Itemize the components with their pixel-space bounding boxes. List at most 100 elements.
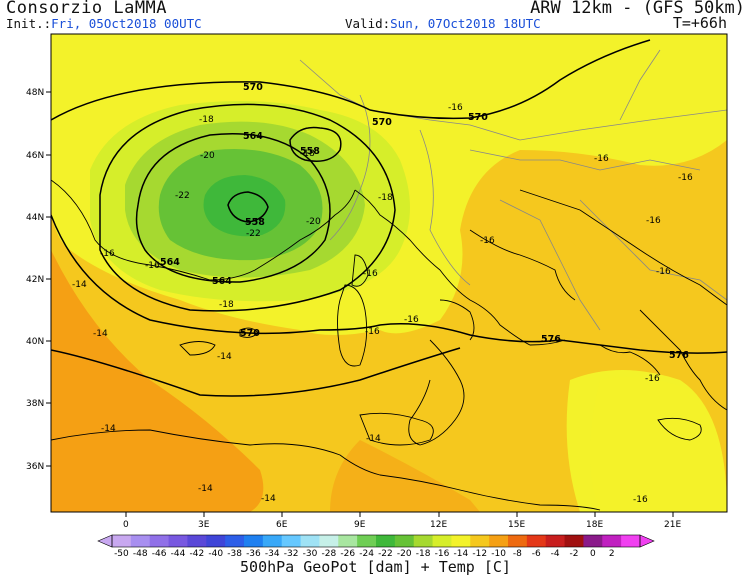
colorbar-tick-label: 0 xyxy=(590,549,596,559)
temp-label: -18 xyxy=(219,300,234,310)
contour-label: 576 xyxy=(669,350,689,361)
init-value: Fri, 05Oct2018 00UTC xyxy=(51,16,202,31)
map-frame xyxy=(50,33,728,513)
contour-label: 564 xyxy=(160,257,180,268)
contour-570-ring xyxy=(99,103,396,312)
contour-576-arc xyxy=(51,347,461,397)
temp-label: -18 xyxy=(378,193,393,203)
init-label: Init.: xyxy=(6,16,52,31)
temperature-labels: -18 -20 -22 -22 -20 -18 -18 -16 -16 -16 … xyxy=(72,103,693,505)
temp-band-warm-sw xyxy=(51,250,264,512)
temp-label: -16 xyxy=(145,261,160,271)
colorbar-tick-label: -6 xyxy=(532,549,541,559)
lat-label: 44N xyxy=(26,213,44,223)
colorbar-tick-label: -48 xyxy=(133,549,148,559)
temp-label: -20 xyxy=(306,217,321,227)
temp-band-balkan-orange xyxy=(556,173,727,284)
colorbar-tick-label: -4 xyxy=(551,549,560,559)
temp-label: -16 xyxy=(365,327,380,337)
colorbar-tick-label: -24 xyxy=(359,549,374,559)
colorbar-tick-label: -22 xyxy=(378,549,393,559)
temp-label: -14 xyxy=(217,352,232,362)
contour-558-core xyxy=(227,191,269,223)
colorbar-swatch xyxy=(300,535,320,547)
colorbar-swatch xyxy=(319,535,339,547)
lon-label: 12E xyxy=(430,520,447,530)
colorbar-tick-label: -20 xyxy=(397,549,412,559)
colorbar-tick-label: -10 xyxy=(491,549,506,559)
temp-label: -18 xyxy=(300,149,315,159)
colorbar-swatch xyxy=(262,535,283,547)
colorbar-tick-label: -50 xyxy=(114,549,129,559)
country-borders xyxy=(299,49,727,331)
temp-label: -14 xyxy=(261,494,276,504)
lat-label: 42N xyxy=(26,275,44,285)
temp-label: -14 xyxy=(101,424,116,434)
coastlines xyxy=(51,179,727,511)
contour-558-alps xyxy=(289,126,342,162)
colorbar-tick-label: -40 xyxy=(208,549,223,559)
temp-label: -18 xyxy=(199,115,214,125)
temp-label: -16 xyxy=(678,173,693,183)
colorbar-swatch xyxy=(413,535,434,547)
map-area: 570 570 570 570 576 576 564 564 564 558 … xyxy=(51,34,727,512)
contour-label: 558 xyxy=(300,146,320,157)
colorbar-tick-label: -8 xyxy=(513,549,522,559)
colorbar-swatch xyxy=(338,535,358,547)
colorbar-tick-label: -2 xyxy=(570,549,579,559)
colorbar-swatch xyxy=(357,535,377,547)
colorbar-tick-label: -18 xyxy=(416,549,431,559)
colorbar-swatch xyxy=(621,535,641,547)
colorbar-tick-label: -16 xyxy=(435,549,450,559)
colorbar-swatch xyxy=(225,535,245,547)
colorbar-tick-label: -44 xyxy=(171,549,186,559)
forecast-lead-time: T=+66h xyxy=(672,14,727,32)
lat-label: 46N xyxy=(26,151,44,161)
contour-labels: 570 570 570 570 576 576 564 564 564 558 … xyxy=(160,82,689,361)
colorbar-swatch xyxy=(470,535,490,547)
temp-label: -16 xyxy=(633,495,648,505)
temp-label: -22 xyxy=(175,191,190,201)
colorbar-swatch xyxy=(130,535,151,547)
valid-label: Valid: xyxy=(345,16,391,31)
temp-band-minus24 xyxy=(203,175,286,237)
contour-576-south xyxy=(51,214,727,354)
temp-band-south-orange xyxy=(330,440,480,512)
colorbar-tick-label: -34 xyxy=(265,549,280,559)
lon-label: 21E xyxy=(664,520,681,530)
colorbar-tick-label: -38 xyxy=(227,549,242,559)
valid-value: Sun, 07Oct2018 18UTC xyxy=(390,16,541,31)
temp-label: -22 xyxy=(246,229,261,239)
colorbar-tick-label: -46 xyxy=(152,549,167,559)
contour-label: 564 xyxy=(212,276,232,287)
colorbar-swatch xyxy=(564,535,584,547)
model-name-title: ARW 12km - (GFS 50km) xyxy=(530,0,745,18)
temp-band-se-yellow xyxy=(590,376,727,512)
temp-label: -16 xyxy=(480,236,495,246)
latitude-axis: 48N 46N 44N 42N 40N 38N 36N xyxy=(26,88,51,472)
colorbar-tick-label: -26 xyxy=(340,549,355,559)
valid-time: Valid:Sun, 07Oct2018 18UTC xyxy=(345,16,541,31)
temperature-colorbar: -50 -48 -46 -44 -42 -40 -38 -36 -34 -32 -30 -28 -26-… xyxy=(97,534,655,559)
colorbar-swatch xyxy=(149,535,170,547)
colorbar-tick-label: -12 xyxy=(472,549,487,559)
lon-label: 3E xyxy=(198,520,210,530)
model-provider-title: Consorzio LaMMA xyxy=(6,0,168,18)
temp-label: -14 xyxy=(366,434,381,444)
colorbar-swatch xyxy=(545,535,566,547)
colorbar-swatch xyxy=(168,535,188,547)
temp-label: -14 xyxy=(93,329,108,339)
colorbar-tick-label: -32 xyxy=(284,549,299,559)
contour-label: 570 xyxy=(240,328,260,339)
colorbar-swatch xyxy=(508,535,528,547)
temp-label: -16 xyxy=(594,154,609,164)
longitude-axis: 0 3E 6E 9E 12E 15E 18E 21E xyxy=(123,512,681,530)
geopotential-contours xyxy=(51,39,727,397)
colorbar-swatch xyxy=(602,535,622,547)
contour-label: 576 xyxy=(541,334,561,345)
temp-label: -16 xyxy=(100,249,115,259)
colorbar-swatch xyxy=(489,535,509,547)
colorbar-tick-label: -28 xyxy=(322,549,337,559)
temp-label: -14 xyxy=(198,484,213,494)
